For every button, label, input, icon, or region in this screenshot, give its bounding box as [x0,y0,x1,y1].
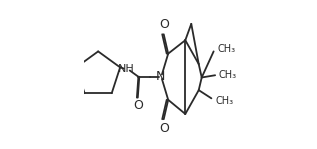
Text: O: O [159,18,169,31]
Text: N: N [156,70,165,83]
Text: CH₃: CH₃ [215,96,233,106]
Text: CH₃: CH₃ [219,69,237,80]
Text: NH: NH [118,64,135,74]
Text: CH₃: CH₃ [217,44,236,54]
Text: O: O [133,99,143,112]
Text: O: O [159,122,169,135]
